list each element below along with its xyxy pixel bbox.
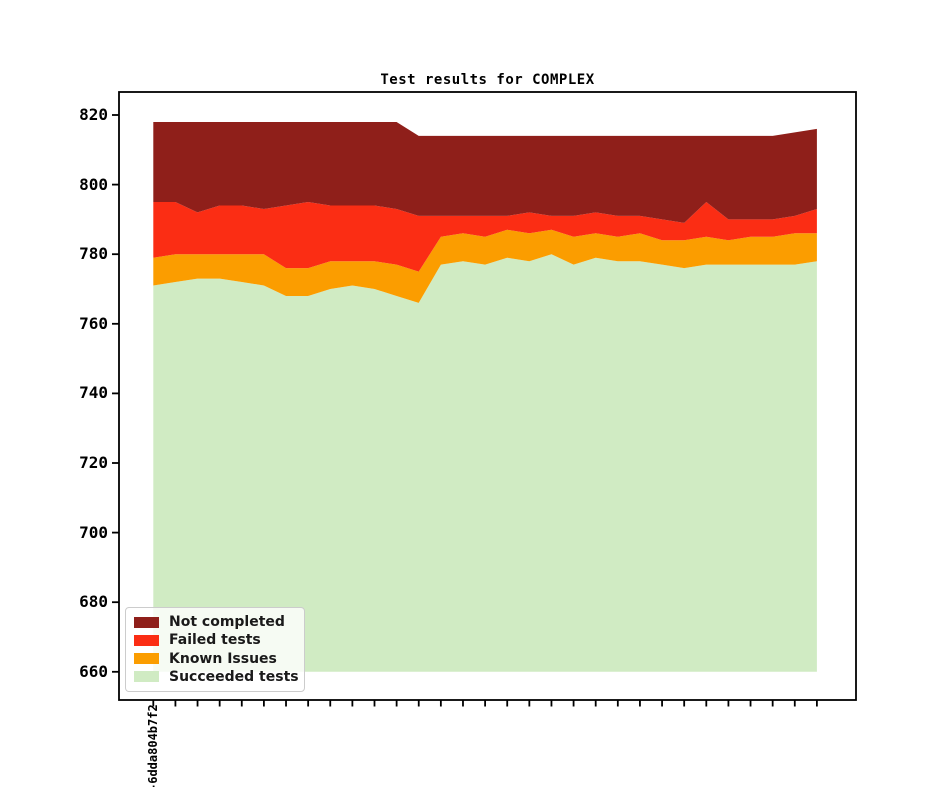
y-axis-tick-label: 680 <box>79 592 108 612</box>
chart-title: Test results for COMPLEX <box>380 72 595 88</box>
legend-swatch-succeeded-tests <box>134 671 159 683</box>
y-axis-tick-label: 660 <box>79 661 108 681</box>
legend-swatch-known-issues <box>134 653 159 665</box>
legend-label: Not completed <box>169 614 285 630</box>
area-succeeded-tests <box>153 254 817 672</box>
y-axis-tick-label: 740 <box>79 383 108 403</box>
y-axis-tick-label: 800 <box>79 174 108 194</box>
x-axis-tick-label: -6dda804b7f2 <box>146 704 160 787</box>
y-axis-tick-label: 700 <box>79 522 108 542</box>
legend: Not completed Failed tests Known Issues Suc… <box>125 607 305 692</box>
legend-swatch-not-completed <box>134 616 159 628</box>
plot-border <box>118 91 857 701</box>
legend-label: Succeeded tests <box>169 668 299 685</box>
y-axis-tick-label: 720 <box>79 453 108 472</box>
legend-swatch-failed-tests <box>134 634 159 646</box>
y-axis-tick-label: 780 <box>79 244 108 264</box>
y-axis-tick-label: 760 <box>79 313 108 333</box>
legend-item: Not completed <box>134 613 296 631</box>
area-known-issues <box>153 229 817 303</box>
legend-item: Known Issues <box>134 650 296 668</box>
area-not-completed <box>153 122 817 223</box>
legend-item: Succeeded tests <box>134 668 299 686</box>
legend-label: Known Issues <box>169 650 277 667</box>
y-axis-tick-label: 820 <box>79 105 108 124</box>
legend-label: Failed tests <box>169 632 261 649</box>
area-failed-tests <box>153 202 817 272</box>
legend-item: Failed tests <box>134 631 296 649</box>
